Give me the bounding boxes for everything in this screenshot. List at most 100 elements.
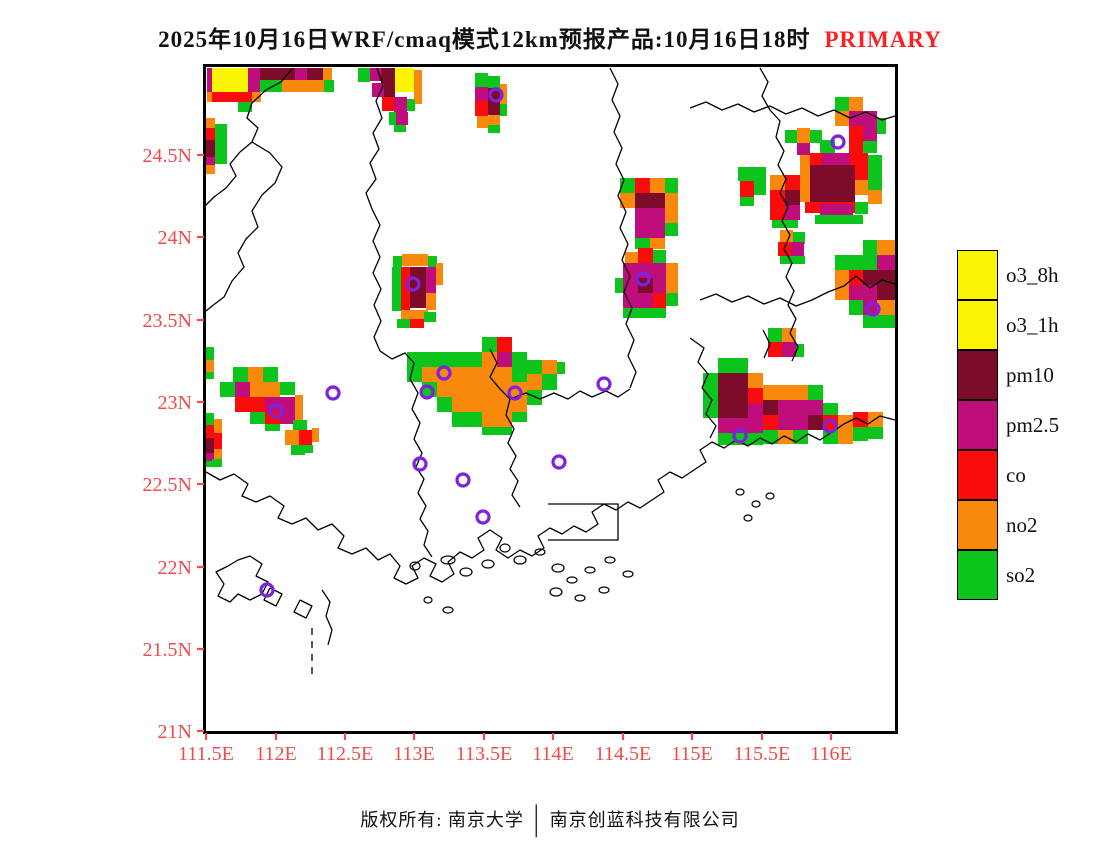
pollutant-cell <box>653 250 666 263</box>
boundary-line <box>689 337 717 439</box>
pollutant-cell <box>467 397 482 412</box>
pollutant-cell <box>635 238 650 249</box>
pollutant-cell <box>428 256 437 267</box>
pollutant-cell <box>877 285 895 300</box>
pollutant-cell <box>512 352 527 367</box>
pollutant-cell <box>482 427 497 435</box>
pollutant-cell <box>635 193 650 208</box>
island-outline <box>551 563 565 573</box>
pollutant-cell <box>206 453 214 461</box>
pollutant-cell <box>235 382 250 397</box>
pollutant-cell <box>740 181 754 197</box>
pollutant-cell <box>665 223 678 236</box>
pollutant-cell <box>250 382 265 397</box>
pollutant-cell <box>407 99 415 111</box>
pollutant-cell <box>497 337 512 352</box>
station-circle <box>419 384 435 400</box>
pollutant-cell <box>467 412 482 427</box>
pollutant-cell <box>265 412 280 424</box>
pollutant-cell <box>238 102 252 112</box>
pollutant-cell <box>527 360 542 374</box>
pollutant-cell <box>542 374 557 390</box>
pollutant-cell <box>838 415 853 430</box>
pollutant-cell <box>793 256 805 264</box>
pollutant-cell <box>793 400 808 415</box>
pollutant-cell <box>402 254 428 266</box>
pollutant-cell <box>467 367 482 382</box>
pollutant-cell <box>868 155 882 190</box>
pollutant-cell <box>835 270 849 285</box>
island-outline <box>584 566 596 574</box>
pollutant-cell <box>437 352 452 367</box>
pollutant-cell <box>748 403 763 418</box>
pollutant-cell <box>424 312 436 322</box>
pollutant-cell <box>488 125 500 133</box>
pollutant-cell <box>863 255 877 270</box>
pollutant-cell <box>733 373 748 388</box>
pollutant-cell <box>849 285 863 300</box>
pollutant-cell <box>666 263 678 278</box>
copyright-footer: 版权所有: 南京大学 │ 南京创蓝科技有限公司 <box>0 805 1100 835</box>
pollutant-cell <box>482 337 497 352</box>
pollutant-cell <box>653 278 666 293</box>
pollutant-cell <box>650 238 665 249</box>
pollutant-cell <box>785 175 800 190</box>
pollutant-cell <box>512 412 527 422</box>
pollutant-cell <box>638 248 653 263</box>
legend-label-pm10: pm10 <box>1006 363 1054 387</box>
station-circle <box>507 385 523 401</box>
pollutant-cell <box>452 382 467 397</box>
station-circle <box>259 582 275 598</box>
pollutant-cell <box>877 315 895 328</box>
pollutant-cell <box>753 167 766 181</box>
pollutant-cell <box>748 433 763 445</box>
station-circle <box>436 365 452 381</box>
pollutant-cell <box>653 308 666 318</box>
lat-tick-label: 21.5N <box>143 639 192 661</box>
pollutant-cell <box>650 208 665 223</box>
pollutant-cell <box>482 382 497 397</box>
copyright-owner: 版权所有: 南京大学 <box>360 810 524 830</box>
pollutant-cell <box>381 68 395 83</box>
pollutant-cell <box>263 367 278 382</box>
title-text: 2025年10月16日WRF/cmaq模式12km预报产品:10月16日18时 <box>158 27 811 52</box>
pollutant-cell <box>638 308 653 318</box>
pollutant-cell <box>635 223 650 238</box>
island-outline <box>622 570 634 578</box>
pollutant-cell <box>396 112 408 125</box>
pollutant-cell <box>718 388 733 403</box>
pollutant-cell <box>877 255 895 270</box>
pollutant-cell <box>770 175 785 190</box>
lat-tick-label: 24.5N <box>143 145 192 167</box>
pollutant-cell <box>772 220 798 228</box>
station-circle <box>551 454 567 470</box>
pollutant-cell <box>800 155 810 202</box>
lat-tick-label: 24N <box>158 227 192 249</box>
pollutant-cell <box>791 242 804 256</box>
boundary-line <box>321 589 333 646</box>
pollutant-cell <box>635 208 650 223</box>
pollutant-cell <box>877 240 895 255</box>
pollutant-cell <box>855 202 868 214</box>
pollutant-cell <box>849 270 863 285</box>
island-outline <box>513 555 527 565</box>
station-circle <box>405 276 421 292</box>
pollutant-cell <box>397 319 410 328</box>
pollutant-cell <box>738 167 753 181</box>
island-outline <box>499 543 511 553</box>
pollutant-cell <box>635 178 650 193</box>
island-outline <box>549 587 563 597</box>
pollutant-cell <box>452 412 467 427</box>
pollutant-cell <box>718 433 733 445</box>
island-outline <box>743 514 753 522</box>
boundary-line <box>699 275 896 307</box>
pollutant-cell <box>793 385 808 400</box>
pollutant-cell <box>665 178 678 193</box>
pollutant-cell <box>214 433 222 449</box>
pollutant-cell <box>452 397 467 412</box>
pollutant-cell <box>620 193 635 208</box>
pollutant-cell <box>206 347 214 360</box>
pollutant-cell <box>207 92 212 102</box>
pollutant-cell <box>206 128 215 140</box>
